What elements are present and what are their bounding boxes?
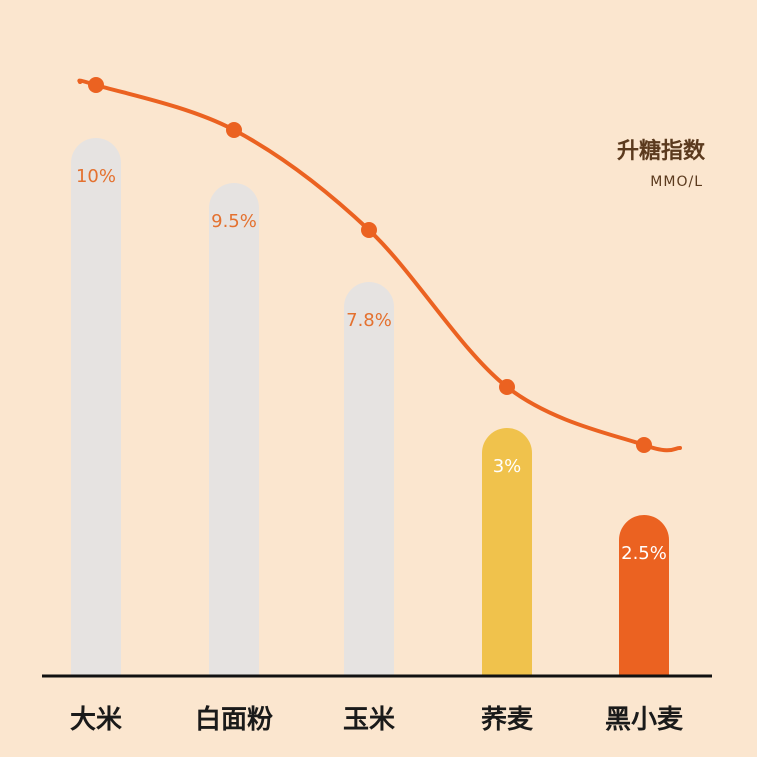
bar-3 [482,428,532,676]
category-label: 黑小麦 [605,705,684,735]
category-labels: 大米 白面粉 玉米 荞麦 黑小麦 [70,704,684,735]
bar-value-labels: 10% 9.5% 7.8% 3% 2.5% [76,166,667,564]
bars-group [71,138,669,676]
category-label: 白面粉 [195,704,273,735]
bar-2 [344,282,394,676]
category-label: 大米 [70,705,122,735]
trend-point-0 [88,77,104,93]
bar-value-label: 9.5% [211,211,257,232]
bar-value-label: 7.8% [346,310,392,331]
category-label: 荞麦 [481,705,534,735]
trend-point-1 [226,122,242,138]
bar-value-label: 2.5% [621,543,667,564]
bar-value-label: 10% [76,166,116,187]
bar-4 [619,515,669,676]
bar-0 [71,138,121,676]
trend-point-4 [636,437,652,453]
legend-title: 升糖指数 [617,138,706,164]
legend: 升糖指数 MMO/L [617,138,706,190]
bar-1 [209,183,259,676]
legend-unit: MMO/L [650,174,703,190]
category-label: 玉米 [343,705,395,735]
trend-points [88,77,652,453]
trend-point-2 [361,222,377,238]
trend-point-3 [499,379,515,395]
bar-value-label: 3% [493,456,522,477]
